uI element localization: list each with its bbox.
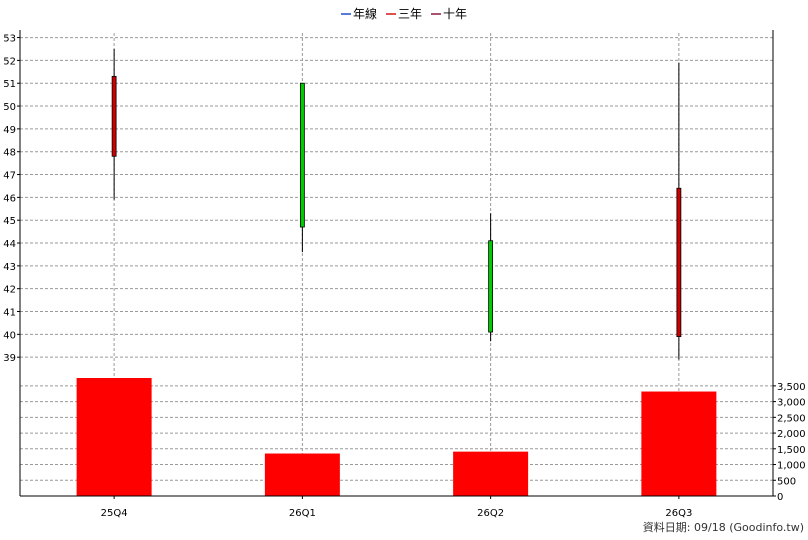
price-tick-label: 43	[3, 262, 16, 273]
price-tick-label: 41	[3, 308, 16, 319]
volume-tick-label: 2,500	[777, 413, 806, 424]
x-tick-label-25Q4: 25Q4	[101, 508, 128, 519]
price-tick-label: 53	[3, 34, 16, 45]
volume-tick-label: 3,500	[777, 382, 806, 393]
x-axis-labels: 25Q4 26Q1 26Q2 26Q3	[101, 496, 692, 519]
volume-tick-label: 1,500	[777, 445, 806, 456]
candle-body-26Q3	[676, 187, 682, 338]
price-tick-label: 50	[3, 102, 16, 113]
price-tick-label: 42	[3, 285, 16, 296]
candle-body-25Q4	[111, 75, 117, 157]
price-tick-label: 39	[3, 353, 16, 364]
volume-tick-label: 1,000	[777, 461, 806, 472]
price-tick-label: 52	[3, 56, 16, 67]
candle-body-26Q1	[299, 82, 305, 228]
volume-bar-26Q2	[453, 451, 529, 496]
volume-tick-label: 2,000	[777, 429, 806, 440]
price-tick-label: 45	[3, 216, 16, 227]
price-tick-label: 47	[3, 171, 16, 182]
candles	[111, 48, 682, 360]
price-tick-label: 49	[3, 125, 16, 136]
volume-bars	[76, 378, 717, 496]
price-tick-label: 40	[3, 330, 16, 341]
price-tick-label: 44	[3, 239, 16, 250]
x-tick-label-26Q2: 26Q2	[477, 508, 504, 519]
candle-body-26Q2	[488, 240, 494, 333]
x-tick-label-26Q3: 26Q3	[665, 508, 692, 519]
volume-bar-25Q4	[76, 378, 152, 496]
volume-bar-26Q1	[264, 453, 340, 496]
volume-tick-label: 3,000	[777, 398, 806, 409]
price-tick-label: 46	[3, 193, 16, 204]
volume-bar-26Q3	[641, 391, 717, 496]
axes	[19, 30, 774, 497]
price-tick-label: 48	[3, 148, 16, 159]
legend-label-2: 十年	[443, 7, 467, 21]
legend-label-1: 三年	[398, 7, 422, 21]
footer-source: 資料日期: 09/18 (Goodinfo.tw)	[643, 520, 804, 534]
legend-label-0: 年線	[353, 6, 377, 21]
volume-tick-label: 0	[777, 492, 783, 503]
x-tick-label-26Q1: 26Q1	[289, 508, 316, 519]
price-tick-label: 51	[3, 79, 16, 90]
legend: 年線 三年 十年	[341, 6, 467, 21]
volume-tick-label: 500	[777, 476, 796, 487]
